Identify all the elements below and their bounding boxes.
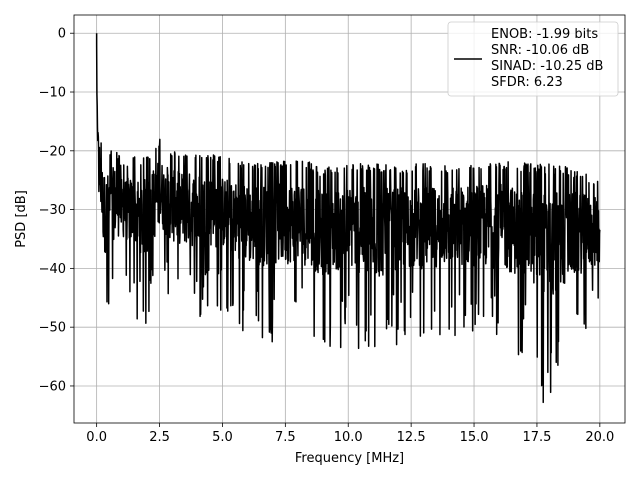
x-tick-label: 15.0 (460, 430, 489, 445)
x-tick-label: 17.5 (522, 430, 551, 445)
y-axis-label: PSD [dB] (14, 190, 29, 248)
x-tick-label: 12.5 (397, 430, 426, 445)
legend-entry-sinad: SINAD: -10.25 dB (491, 59, 603, 74)
y-tick-label: 0 (58, 27, 66, 42)
legend-entry-snr: SNR: -10.06 dB (491, 43, 589, 58)
y-tick-label: −10 (39, 86, 66, 101)
legend-box (447, 21, 619, 97)
x-tick-label: 20.0 (585, 430, 614, 445)
x-axis-label: Frequency [MHz] (295, 451, 404, 466)
x-tick-label: 2.5 (149, 430, 170, 445)
legend: ENOB: -1.99 bits SNR: -10.06 dB SINAD: -… (447, 21, 619, 97)
y-tick-label: −50 (39, 321, 66, 336)
legend-entry-enob: ENOB: -1.99 bits (491, 27, 598, 42)
legend-entry-sfdr: SFDR: 6.23 (491, 75, 563, 90)
plot-frame (73, 14, 626, 424)
y-tick-label: −40 (39, 262, 66, 277)
plot-area (95, 33, 601, 404)
y-tick-label: −60 (39, 379, 66, 394)
y-tick-label: −30 (39, 203, 66, 218)
y-axis: 0 −10 −20 −30 −40 −50 −60 (39, 27, 74, 394)
x-tick-label: 7.5 (275, 430, 296, 445)
x-tick-label: 5.0 (212, 430, 233, 445)
x-tick-label: 10.0 (334, 430, 363, 445)
y-tick-label: −20 (39, 144, 66, 159)
x-tick-label: 0.0 (86, 430, 107, 445)
series-group (95, 33, 601, 404)
x-axis: 0.0 2.5 5.0 7.5 10.0 12.5 15.0 17.5 20.0 (86, 423, 614, 445)
psd-series-line (95, 33, 601, 404)
